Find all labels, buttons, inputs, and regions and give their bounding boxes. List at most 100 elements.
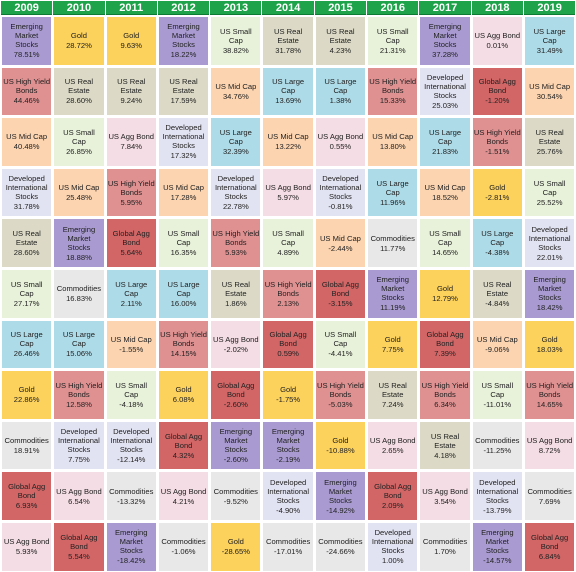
asset-class-label: US High Yield Bonds	[55, 380, 103, 399]
asset-class-label: US Large Cap	[481, 229, 514, 248]
return-value-label: 7.75%	[68, 455, 90, 465]
return-value-label: 2.65%	[381, 446, 404, 456]
return-value-label: -11.25%	[483, 446, 512, 456]
asset-class-label: US Small Cap	[481, 380, 514, 399]
return-cell: Emerging Market Stocks -18.42%	[105, 521, 157, 572]
return-cell: US Mid Cap 13.80%	[367, 117, 419, 167]
return-cell: US Small Cap -4.18%	[105, 370, 157, 420]
asset-class-label: US Mid Cap	[529, 81, 571, 91]
asset-class-label: Commodities	[213, 486, 258, 496]
return-value-label: -4.84%	[485, 298, 510, 308]
return-cell: US Mid Cap 40.48%	[1, 117, 53, 167]
return-cell: US Large Cap 1.38%	[314, 66, 367, 117]
return-value-label: 17.32%	[170, 151, 197, 161]
return-value-label: -2.02%	[223, 344, 248, 354]
return-cell: US High Yield Bonds 15.33%	[367, 66, 419, 117]
return-value-label: 18.03%	[536, 344, 563, 354]
return-value-label: 13.69%	[275, 96, 302, 106]
asset-class-label: US Agg Bond	[369, 436, 416, 446]
asset-class-label: US Real Estate	[117, 77, 146, 96]
asset-class-label: Global Agg Bond	[321, 279, 359, 298]
return-cell: Developed International Stocks 1.00%	[367, 521, 419, 572]
asset-class-label: Commodities	[109, 486, 154, 496]
return-cell: Developed International Stocks 22.01%	[523, 218, 576, 268]
return-cell: US Small Cap 25.52%	[523, 167, 576, 218]
return-value-label: 18.42%	[536, 303, 563, 313]
return-value-label: -14.92%	[326, 505, 355, 515]
asset-class-label: Commodities	[422, 537, 468, 547]
return-value-label: 2.13%	[277, 298, 299, 308]
return-value-label: 13.22%	[275, 142, 302, 152]
return-cell: US Agg Bond 8.72%	[523, 420, 576, 471]
asset-class-label: Developed International Stocks	[371, 528, 414, 556]
asset-class-label: US Real Estate	[430, 431, 460, 450]
return-cell: Global Agg Bond 2.09%	[367, 471, 419, 521]
return-value-label: 14.15%	[170, 349, 197, 359]
asset-class-label: US High Yield Bonds	[160, 330, 207, 349]
return-cell: US High Yield Bonds 12.58%	[53, 370, 105, 420]
asset-class-label: Global Agg Bond	[164, 431, 203, 450]
return-cell: Global Agg Bond 6.84%	[523, 521, 576, 572]
return-cell: US Agg Bond 7.84%	[105, 117, 157, 167]
return-value-label: -2.44%	[328, 243, 353, 253]
return-cell: Commodities -17.01%	[262, 521, 314, 572]
return-value-label: -4.41%	[328, 349, 353, 359]
return-value-label: 31.78%	[13, 202, 40, 212]
return-value-label: -18.42%	[117, 556, 146, 566]
asset-class-label: US High Yield Bonds	[107, 178, 155, 197]
return-value-label: 11.77%	[380, 243, 406, 253]
return-value-label: 2.11%	[120, 298, 142, 308]
asset-class-label: Emerging Market Stocks	[428, 22, 462, 50]
return-value-label: 37.28%	[432, 50, 458, 60]
return-cell: Gold -1.75%	[262, 370, 314, 420]
return-cell: US Large Cap 26.46%	[1, 319, 53, 370]
return-value-label: 25.76%	[536, 146, 563, 156]
asset-class-label: US Small Cap	[10, 279, 43, 298]
return-value-label: 7.84%	[120, 142, 143, 152]
asset-class-label: Emerging Market Stocks	[271, 427, 305, 455]
asset-class-label: US Small Cap	[115, 380, 148, 399]
return-value-label: 9.24%	[120, 96, 143, 106]
asset-class-label: Emerging Market Stocks	[167, 22, 200, 50]
return-value-label: -1.06%	[171, 547, 196, 557]
asset-class-label: Gold	[332, 436, 349, 446]
return-value-label: -1.20%	[485, 96, 510, 106]
asset-class-label: US High Yield Bonds	[421, 380, 469, 399]
return-cell: US Large Cap 15.06%	[53, 319, 105, 370]
asset-class-label: US Real Estate	[64, 77, 94, 96]
return-cell: Global Agg Bond -3.15%	[314, 268, 367, 319]
return-cell: Developed International Stocks 7.75%	[53, 420, 105, 471]
return-cell: US High Yield Bonds 5.95%	[105, 167, 157, 218]
asset-class-label: Emerging Market Stocks	[533, 275, 566, 303]
return-value-label: 4.89%	[277, 248, 299, 258]
return-value-label: -14.57%	[483, 556, 512, 566]
asset-class-label: US Large Cap	[376, 178, 409, 197]
asset-class-label: US Mid Cap	[476, 334, 518, 344]
return-cell: Commodities 18.91%	[1, 420, 53, 471]
return-cell: US Small Cap 27.17%	[1, 268, 53, 319]
return-cell: US Large Cap 2.11%	[105, 268, 157, 319]
return-cell: Developed International Stocks 25.03%	[419, 66, 471, 117]
return-value-label: -13.32%	[117, 496, 146, 506]
asset-class-label: US Large Cap	[10, 330, 43, 349]
asset-class-label: Gold	[489, 183, 506, 193]
year-header: 2019	[523, 1, 576, 15]
asset-class-label: Developed International Stocks	[424, 72, 466, 100]
asset-class-label: Developed International Stocks	[214, 174, 257, 202]
return-cell: Emerging Market Stocks 78.51%	[1, 16, 53, 66]
return-cell: Gold 28.72%	[53, 16, 105, 66]
asset-class-label: Developed International Stocks	[162, 123, 205, 151]
asset-class-label: US High Yield Bonds	[473, 127, 521, 146]
asset-class-label: US Large Cap	[272, 77, 305, 96]
return-value-label: 16.35%	[170, 248, 197, 258]
asset-class-label: Commodities	[370, 233, 415, 243]
return-cell: Developed International Stocks 31.78%	[1, 167, 53, 218]
asset-class-label: Gold	[541, 334, 558, 344]
asset-class-label: Commodities	[265, 537, 311, 547]
asset-class-label: US Agg Bond	[474, 31, 521, 41]
return-cell: US Large Cap 11.96%	[367, 167, 419, 218]
return-cell: Commodities -13.32%	[105, 471, 157, 521]
return-value-label: 27.17%	[13, 298, 40, 308]
year-header: 2017	[419, 1, 471, 15]
return-cell: Global Agg Bond 7.39%	[419, 319, 471, 370]
